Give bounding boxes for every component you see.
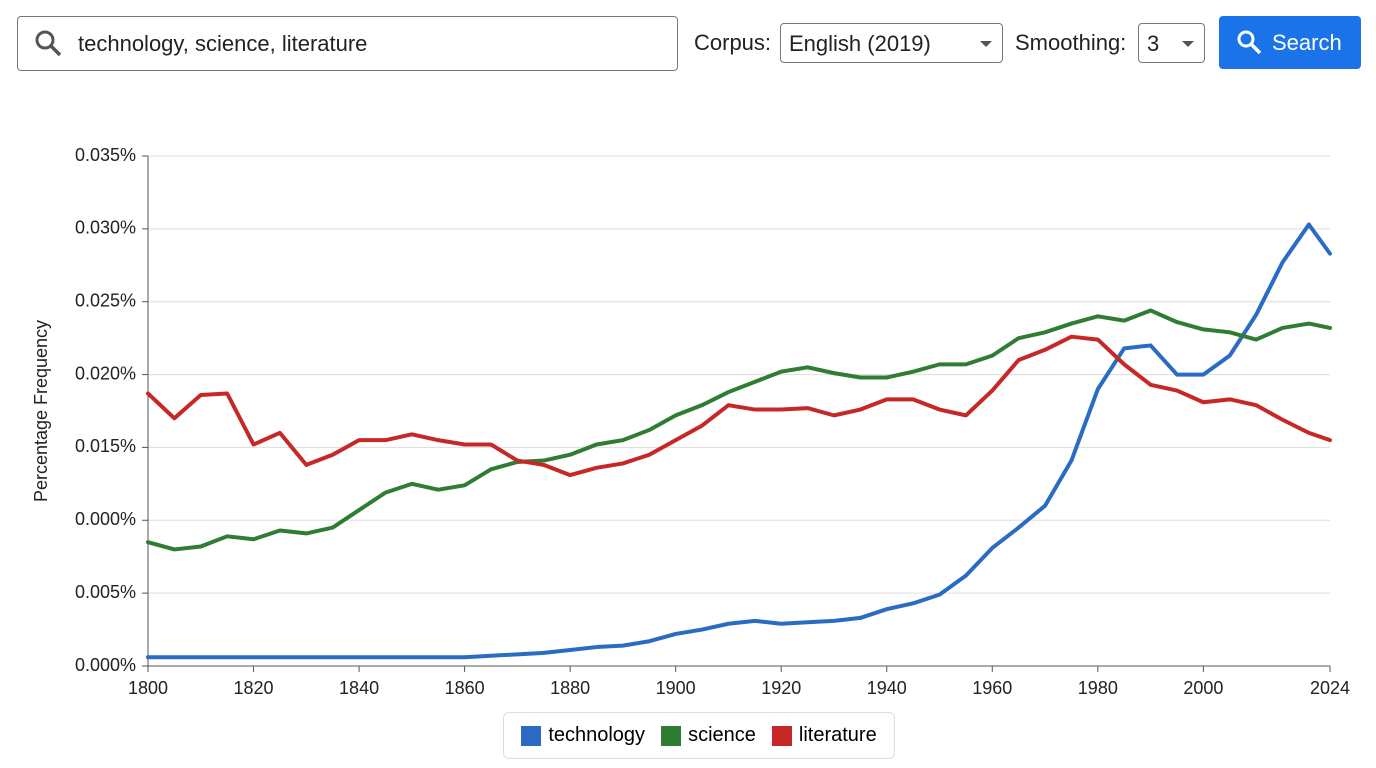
x-tick-label: 2024 [1310, 678, 1350, 698]
smoothing-select[interactable]: 3 [1138, 23, 1205, 63]
legend-swatch [661, 725, 682, 746]
legend-label: technology [548, 724, 646, 746]
y-tick-label: 0.025% [75, 290, 136, 310]
legend-item[interactable]: literature [771, 724, 877, 747]
y-tick-label: 0.015% [75, 436, 136, 456]
x-tick-label: 1820 [234, 678, 274, 698]
search-icon [35, 30, 62, 57]
legend-item[interactable]: science [661, 724, 756, 747]
legend: technology science literature [503, 712, 895, 759]
series-line [146, 308, 1332, 552]
series-line [146, 222, 1332, 660]
legend-label: literature [798, 724, 877, 746]
x-tick-label: 2000 [1183, 678, 1223, 698]
search-button-text: Search [1272, 30, 1342, 55]
query-text: technology, science, literature [78, 31, 368, 56]
smoothing-label: Smoothing: [1015, 30, 1127, 55]
search-input[interactable]: technology, science, literature [17, 16, 678, 71]
y-tick-label: 0.000% [75, 655, 136, 675]
legend-swatch [771, 725, 792, 746]
search-button[interactable]: Search [1219, 16, 1361, 69]
search-button-icon [1237, 30, 1262, 55]
series-line [146, 334, 1332, 478]
x-tick-label: 1980 [1078, 678, 1118, 698]
legend-swatch [521, 725, 542, 746]
x-tick-label: 1960 [972, 678, 1012, 698]
x-tick-label: 1900 [656, 678, 696, 698]
corpus-value: English (2019) [789, 31, 931, 56]
legend-label: science [688, 724, 756, 746]
corpus-label: Corpus: [694, 30, 772, 55]
y-tick-label: 0.005% [75, 582, 136, 602]
legend-item[interactable]: technology [521, 724, 645, 747]
x-tick-label: 1880 [550, 678, 590, 698]
y-axis-label: Percentage Frequency [31, 320, 51, 502]
x-tick-label: 1800 [128, 678, 168, 698]
y-tick-label: 0.035% [75, 145, 136, 165]
smoothing-value: 3 [1147, 31, 1160, 56]
y-tick-label: 0.030% [75, 218, 136, 238]
x-tick-label: 1920 [761, 678, 801, 698]
y-tick-label: 0.000% [75, 509, 136, 529]
y-tick-label: 0.020% [75, 363, 136, 383]
x-tick-label: 1840 [339, 678, 379, 698]
x-tick-label: 1860 [445, 678, 485, 698]
corpus-select[interactable]: English (2019) [780, 23, 1003, 63]
x-tick-label: 1940 [867, 678, 907, 698]
